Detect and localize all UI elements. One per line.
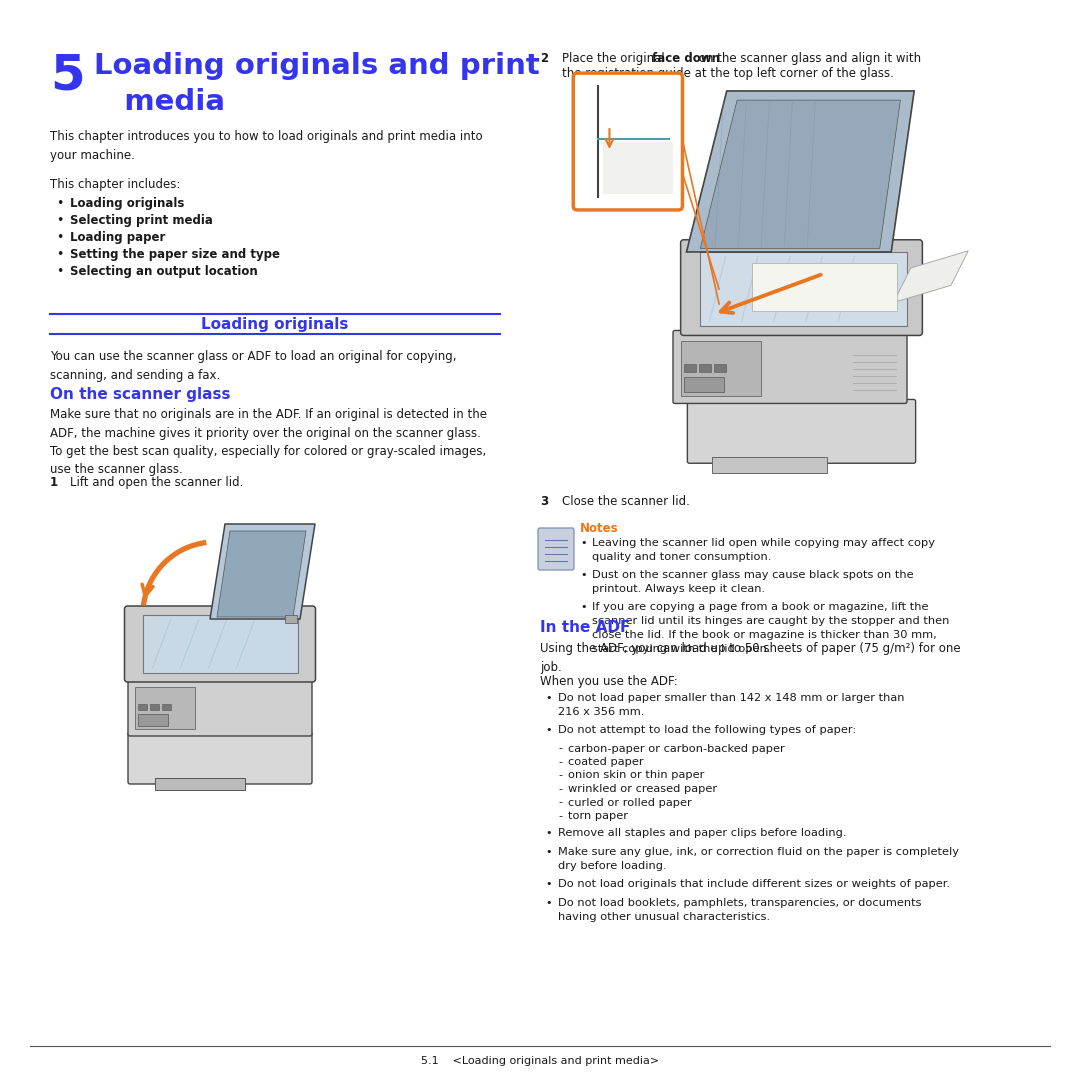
Bar — [685, 377, 725, 392]
Text: •: • — [545, 879, 552, 889]
Text: •: • — [56, 214, 64, 227]
Text: •: • — [545, 828, 552, 838]
Text: Do not load booklets, pamphlets, transparencies, or documents
having other unusu: Do not load booklets, pamphlets, transpa… — [558, 897, 921, 921]
FancyBboxPatch shape — [687, 400, 916, 463]
Bar — [135, 687, 195, 729]
Text: •: • — [545, 693, 552, 703]
Text: onion skin or thin paper: onion skin or thin paper — [568, 770, 704, 781]
Text: Loading originals: Loading originals — [70, 197, 185, 210]
Text: •: • — [56, 265, 64, 278]
Text: on the scanner glass and align it with: on the scanner glass and align it with — [696, 52, 921, 65]
Bar — [138, 714, 168, 726]
Bar — [138, 704, 147, 710]
Text: Do not attempt to load the following types of paper:: Do not attempt to load the following typ… — [558, 725, 856, 735]
FancyBboxPatch shape — [129, 732, 312, 784]
Text: 2: 2 — [540, 52, 549, 65]
Polygon shape — [687, 91, 914, 252]
Text: coated paper: coated paper — [568, 757, 644, 767]
Text: the registration guide at the top left corner of the glass.: the registration guide at the top left c… — [562, 67, 894, 80]
Text: Selecting an output location: Selecting an output location — [70, 265, 258, 278]
Polygon shape — [752, 264, 897, 311]
Polygon shape — [217, 531, 306, 617]
Text: -: - — [558, 770, 562, 781]
Text: -: - — [558, 757, 562, 767]
Text: This chapter introduces you to how to load originals and print media into
your m: This chapter introduces you to how to lo… — [50, 130, 483, 162]
Text: Close the scanner lid.: Close the scanner lid. — [562, 495, 690, 508]
Text: •: • — [580, 602, 586, 612]
Text: Loading paper: Loading paper — [70, 231, 165, 244]
Text: Place the original: Place the original — [562, 52, 669, 65]
Text: Dust on the scanner glass may cause black spots on the
printout. Always keep it : Dust on the scanner glass may cause blac… — [592, 570, 914, 594]
Text: face down: face down — [652, 52, 720, 65]
Text: wrinkled or creased paper: wrinkled or creased paper — [568, 784, 717, 794]
Bar — [714, 364, 726, 372]
Bar — [285, 615, 297, 623]
Bar — [162, 704, 171, 710]
Text: Selecting print media: Selecting print media — [70, 214, 213, 227]
Text: This chapter includes:: This chapter includes: — [50, 178, 180, 191]
Text: torn paper: torn paper — [568, 811, 627, 821]
Polygon shape — [603, 141, 673, 194]
Text: Setting the paper size and type: Setting the paper size and type — [70, 248, 280, 261]
Text: •: • — [545, 847, 552, 858]
Text: •: • — [56, 197, 64, 210]
Polygon shape — [210, 524, 315, 619]
Text: Make sure that no originals are in the ADF. If an original is detected in the
AD: Make sure that no originals are in the A… — [50, 408, 487, 476]
Polygon shape — [700, 100, 901, 248]
FancyBboxPatch shape — [673, 330, 907, 404]
Text: •: • — [545, 897, 552, 907]
FancyBboxPatch shape — [573, 73, 683, 210]
Bar — [699, 364, 711, 372]
Text: You can use the scanner glass or ADF to load an original for copying,
scanning, : You can use the scanner glass or ADF to … — [50, 350, 457, 381]
FancyBboxPatch shape — [680, 240, 922, 336]
Text: Loading originals and print: Loading originals and print — [94, 52, 540, 80]
Text: •: • — [580, 538, 586, 548]
Text: •: • — [580, 570, 586, 580]
Text: If you are copying a page from a book or magazine, lift the
scanner lid until it: If you are copying a page from a book or… — [592, 602, 949, 654]
Text: -: - — [558, 811, 562, 821]
Text: 1: 1 — [50, 476, 58, 489]
Bar — [156, 778, 245, 789]
Bar — [700, 252, 907, 325]
FancyBboxPatch shape — [124, 606, 315, 681]
Polygon shape — [893, 251, 969, 302]
Text: Make sure any glue, ink, or correction fluid on the paper is completely
dry befo: Make sure any glue, ink, or correction f… — [558, 847, 959, 870]
Text: •: • — [56, 248, 64, 261]
Bar — [685, 364, 696, 372]
FancyBboxPatch shape — [538, 528, 573, 570]
Text: Loading originals: Loading originals — [201, 316, 349, 332]
Text: media: media — [94, 87, 225, 116]
Text: When you use the ADF:: When you use the ADF: — [540, 675, 678, 688]
Bar — [143, 615, 297, 673]
Text: Do not load originals that include different sizes or weights of paper.: Do not load originals that include diffe… — [558, 879, 950, 889]
Text: -: - — [558, 797, 562, 808]
Text: Remove all staples and paper clips before loading.: Remove all staples and paper clips befor… — [558, 828, 847, 838]
Text: 5.1    <Loading originals and print media>: 5.1 <Loading originals and print media> — [421, 1056, 659, 1066]
FancyBboxPatch shape — [129, 677, 312, 735]
Bar — [680, 340, 761, 395]
Text: 5: 5 — [50, 52, 84, 100]
Text: 3: 3 — [540, 495, 549, 508]
Text: Do not load paper smaller than 142 x 148 mm or larger than
216 x 356 mm.: Do not load paper smaller than 142 x 148… — [558, 693, 905, 717]
Text: curled or rolled paper: curled or rolled paper — [568, 797, 692, 808]
Text: Using the ADF, you can load up to 50 sheets of paper (75 g/m²) for one
job.: Using the ADF, you can load up to 50 she… — [540, 642, 960, 674]
Text: Leaving the scanner lid open while copying may affect copy
quality and toner con: Leaving the scanner lid open while copyi… — [592, 538, 935, 562]
Text: carbon-paper or carbon-backed paper: carbon-paper or carbon-backed paper — [568, 743, 785, 754]
Text: In the ADF: In the ADF — [540, 620, 631, 635]
Text: Lift and open the scanner lid.: Lift and open the scanner lid. — [70, 476, 243, 489]
Text: -: - — [558, 784, 562, 794]
Text: •: • — [56, 231, 64, 244]
Text: •: • — [545, 725, 552, 735]
Text: Notes: Notes — [580, 522, 619, 535]
Bar — [713, 457, 827, 473]
Text: -: - — [558, 743, 562, 754]
Bar — [150, 704, 159, 710]
Text: On the scanner glass: On the scanner glass — [50, 387, 230, 402]
